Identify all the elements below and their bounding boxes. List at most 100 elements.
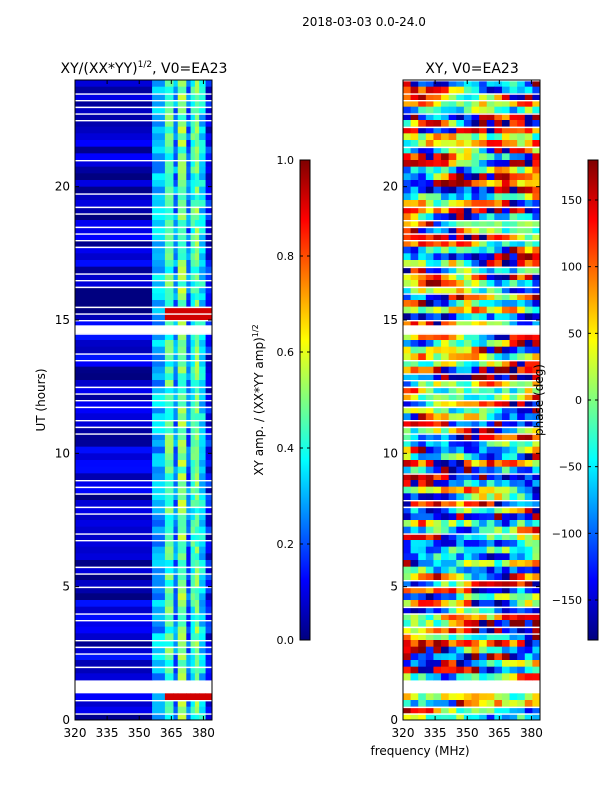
- phase-cell: [448, 113, 457, 121]
- amplitude-cell: [199, 480, 207, 488]
- amplitude-cell: [194, 253, 200, 261]
- phase-cell: [524, 713, 533, 721]
- amplitude-cell: [190, 446, 196, 454]
- phase-cell: [494, 273, 503, 281]
- phase-cell: [471, 180, 480, 188]
- amplitude-cell: [190, 693, 196, 701]
- phase-cell: [403, 366, 412, 374]
- phase-cell: [501, 640, 511, 648]
- phase-cell: [486, 366, 495, 374]
- phase-cell: [463, 233, 472, 241]
- amplitude-cell: [173, 613, 179, 621]
- amplitude-cell: [75, 453, 153, 461]
- amplitude-cell: [152, 166, 166, 174]
- amplitude-cell: [194, 273, 200, 281]
- amplitude-cell: [199, 286, 207, 294]
- phase-cell: [524, 580, 533, 588]
- phase-cell: [410, 480, 419, 488]
- amplitude-cell: [186, 380, 192, 388]
- phase-cell: [456, 213, 465, 221]
- phase-cell: [456, 106, 465, 114]
- phase-cell: [441, 333, 450, 341]
- phase-cell: [501, 193, 511, 201]
- amplitude-cell: [194, 373, 200, 381]
- amplitude-cell: [173, 560, 179, 568]
- amplitude-cell: [177, 653, 187, 661]
- amplitude-cell: [75, 140, 153, 148]
- phase-cell: [486, 300, 495, 308]
- phase-cell: [532, 560, 541, 568]
- phase-cell: [433, 180, 442, 188]
- phase-cell: [479, 640, 488, 648]
- phase-cell: [509, 80, 518, 88]
- phase-cell: [433, 373, 442, 381]
- phase-cell: [441, 486, 450, 494]
- phase-cell: [479, 700, 488, 708]
- amplitude-cell: [186, 146, 192, 154]
- amplitude-cell: [164, 160, 174, 168]
- phase-cell: [448, 280, 457, 288]
- phase-cell: [486, 120, 495, 128]
- amplitude-cell: [152, 406, 166, 414]
- phase-cell: [486, 353, 495, 361]
- amplitude-cell: [199, 220, 207, 228]
- phase-cell: [517, 260, 526, 268]
- amplitude-cell: [152, 646, 166, 654]
- phase-cell: [532, 586, 541, 594]
- amplitude-cell: [173, 700, 179, 708]
- phase-cell: [486, 113, 495, 121]
- amplitude-cell: [199, 693, 207, 701]
- amplitude-cell: [199, 273, 207, 281]
- phase-cell: [494, 400, 503, 408]
- amplitude-cell: [199, 506, 207, 514]
- phase-cell: [441, 626, 450, 634]
- phase-cell: [486, 520, 495, 528]
- amplitude-cell: [199, 566, 207, 574]
- phase-cell: [486, 133, 495, 141]
- phase-cell: [517, 706, 526, 714]
- amplitude-cell: [164, 200, 174, 208]
- phase-cell: [524, 346, 533, 354]
- phase-cell: [532, 613, 541, 621]
- phase-cell: [509, 360, 518, 368]
- phase-cell: [532, 300, 541, 308]
- amplitude-cell: [173, 213, 179, 221]
- phase-cell: [433, 253, 442, 261]
- phase-cell: [448, 373, 457, 381]
- phase-cell: [517, 106, 526, 114]
- phase-cell: [403, 620, 412, 628]
- phase-cell: [418, 713, 427, 721]
- amplitude-cell: [177, 586, 187, 594]
- phase-cell: [501, 433, 511, 441]
- phase-cell: [471, 520, 480, 528]
- amplitude-cell: [173, 133, 179, 141]
- phase-cell: [494, 266, 503, 274]
- phase-cell: [441, 613, 450, 621]
- phase-cell: [517, 546, 526, 554]
- amplitude-cell: [152, 266, 166, 274]
- phase-cell: [494, 460, 503, 468]
- phase-cell: [517, 600, 526, 608]
- phase-cell: [403, 93, 412, 101]
- phase-cell: [448, 320, 457, 328]
- phase-cell: [486, 206, 495, 214]
- phase-cell: [501, 173, 511, 181]
- phase-cell: [471, 400, 480, 408]
- amplitude-cell: [173, 693, 179, 701]
- amplitude-cell: [173, 406, 179, 414]
- phase-cell: [486, 173, 495, 181]
- phase-cell: [532, 593, 541, 601]
- phase-cell: [456, 126, 465, 134]
- phase-cell: [532, 606, 541, 614]
- phase-cell: [486, 673, 495, 681]
- amplitude-cell: [75, 613, 153, 621]
- phase-cell: [509, 120, 518, 128]
- amplitude-cell: [177, 280, 187, 288]
- phase-cell: [479, 433, 488, 441]
- phase-cell: [517, 620, 526, 628]
- amplitude-cell: [194, 573, 200, 581]
- phase-cell: [517, 526, 526, 534]
- phase-cell: [418, 653, 427, 661]
- amplitude-cell: [177, 540, 187, 548]
- phase-cell: [524, 620, 533, 628]
